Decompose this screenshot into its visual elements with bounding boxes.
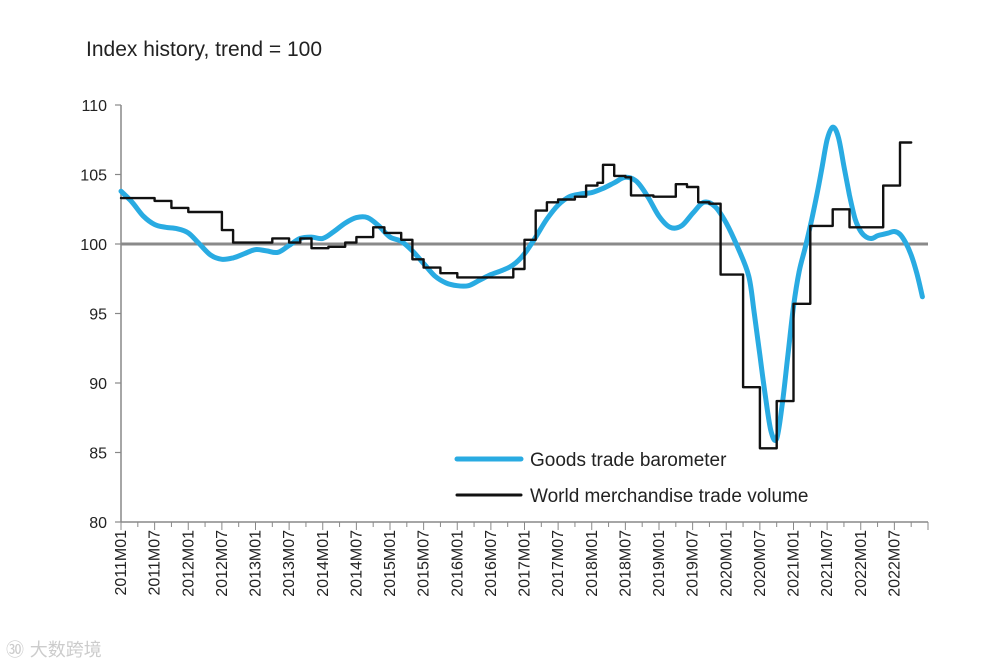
y-tick-label: 90 (89, 376, 107, 393)
legend-label: World merchandise trade volume (530, 486, 808, 507)
x-tick-label: 2016M07 (483, 530, 500, 597)
y-tick-label: 80 (89, 515, 107, 532)
x-tick-label: 2011M01 (113, 530, 130, 596)
x-tick-label: 2020M01 (718, 530, 735, 597)
x-tick-label: 2016M01 (449, 530, 466, 597)
series-line-world-merchandise-trade-volume (119, 141, 913, 450)
x-tick-label: 2019M01 (651, 530, 668, 597)
x-tick-label: 2013M01 (248, 530, 265, 597)
series-line-goods-trade-barometer (118, 124, 925, 443)
y-tick-label: 95 (89, 307, 107, 324)
axis-layer: 80 85 90 95 100 105 110 2011M01 2011M07 2012M01 20… (80, 98, 929, 597)
watermark-text: ㉚ 大数跨境 (6, 640, 102, 661)
x-tick-label: 2022M07 (886, 530, 903, 597)
y-tick-label: 100 (80, 237, 107, 254)
y-tick-label: 110 (81, 98, 107, 115)
x-tick-label: 2017M01 (517, 530, 534, 597)
x-tick-label: 2012M01 (180, 530, 197, 597)
legend-label: Goods trade barometer (530, 450, 727, 471)
x-tick-label: 2021M01 (786, 530, 803, 597)
x-tick-label: 2018M01 (584, 530, 601, 597)
series-layer (118, 124, 925, 450)
x-tick-label: 2013M07 (281, 530, 298, 597)
x-tick-label: 2014M01 (315, 530, 332, 597)
x-tick-label: 2019M07 (685, 530, 702, 597)
x-tick-label: 2022M01 (853, 530, 870, 597)
x-tick-label: 2015M07 (416, 530, 433, 597)
x-tick-label: 2018M07 (617, 530, 634, 597)
x-tick-label: 2011M07 (147, 530, 164, 596)
x-tick-label: 2014M07 (348, 530, 365, 597)
x-tick-label: 2012M07 (214, 530, 231, 597)
x-tick-label: 2017M07 (550, 530, 567, 597)
y-tick-label: 85 (89, 446, 107, 463)
x-tick-label: 2021M07 (819, 530, 836, 597)
y-tick-label: 105 (80, 168, 107, 185)
legend: Goods trade barometer World merchandise t… (454, 450, 808, 507)
chart-title: Index history, trend = 100 (86, 38, 323, 61)
x-tick-label: 2020M07 (752, 530, 769, 597)
x-tick-label: 2015M01 (382, 530, 399, 597)
